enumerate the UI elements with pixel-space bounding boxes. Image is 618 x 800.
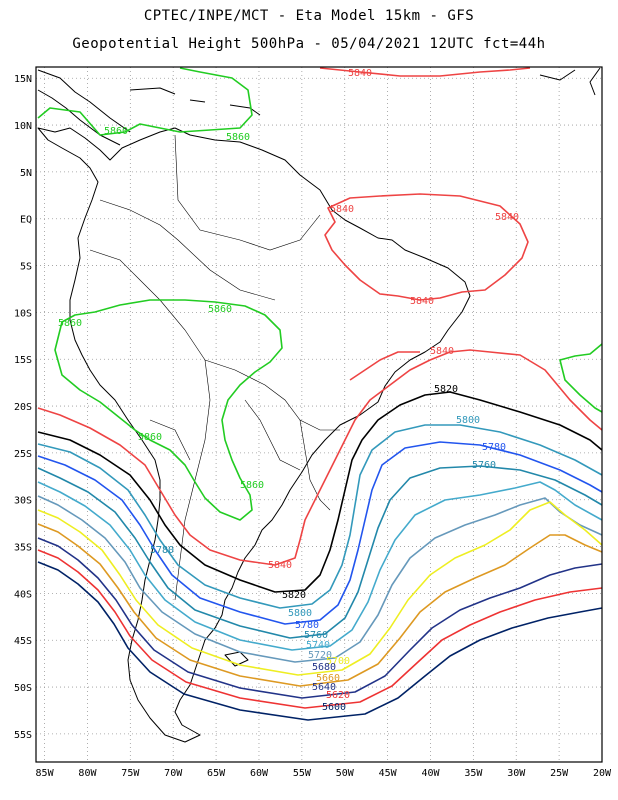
label-5640-s: 5640 [312, 682, 336, 693]
label-5820-a: 5820 [434, 384, 458, 395]
lat-tick-label: 55S [14, 730, 32, 741]
lon-tick-label: 25W [550, 768, 569, 779]
label-5840-s: 5840 [268, 560, 292, 571]
central-america-coast [37, 69, 131, 146]
lat-tick-label: 20S [14, 402, 32, 413]
lon-tick-label: 80W [78, 768, 97, 779]
label-5620-s: 5620 [326, 690, 350, 701]
lon-tick-label: 40W [421, 768, 440, 779]
lat-tick-label: 35S [14, 543, 32, 554]
lat-tick-label: 5N [20, 168, 32, 179]
lat-tick-label: 25S [14, 449, 32, 460]
label-5720-s: 5720 [308, 650, 332, 661]
longitude-labels: 85W 80W 75W 70W 65W 60W 55W 50W 45W 40W 35W 30W 25W 2… [36, 768, 612, 779]
label-5840-eq2: 5840 [495, 212, 519, 223]
lat-tick-label: 10N [14, 121, 32, 132]
label-5780-w: 5780 [150, 545, 174, 556]
contour-5760 [37, 465, 603, 639]
contour-5720 [37, 495, 603, 663]
contour-5780 [37, 441, 603, 625]
label-5860-d: 5860 [58, 318, 82, 329]
contour-5600 [37, 561, 603, 721]
label-5600-s: 5600 [322, 702, 346, 713]
lat-tick-label: 40S [14, 589, 32, 600]
label-5780-a: 5780 [482, 442, 506, 453]
lat-tick-label: EQ [20, 215, 32, 226]
country-borders [89, 134, 340, 601]
lat-tick-label: 45S [14, 636, 32, 647]
label-5840-se: 5840 [430, 346, 454, 357]
contour-5860-east [559, 343, 603, 413]
geopotential-contours [37, 67, 603, 721]
contour-5640 [37, 537, 603, 699]
lat-tick-label: 15S [14, 355, 32, 366]
africa-coast [589, 67, 601, 96]
contour-5840-equator [324, 193, 529, 301]
lon-tick-label: 20W [593, 768, 612, 779]
lon-tick-label: 60W [250, 768, 269, 779]
label-5840-top: 5840 [348, 68, 372, 79]
caribbean-islands [129, 69, 576, 116]
contour-5860-central [54, 299, 283, 521]
label-5680-s: 5680 [312, 662, 336, 673]
label-5840-ne: 5840 [410, 296, 434, 307]
lon-tick-label: 65W [207, 768, 226, 779]
south-america-coast [37, 127, 471, 743]
label-5860-c: 5860 [208, 304, 232, 315]
lat-tick-label: 10S [14, 308, 32, 319]
map-frame [35, 66, 603, 763]
label-5860-a: 5860 [104, 126, 128, 137]
lon-tick-label: 30W [507, 768, 526, 779]
label-5760-s: 5760 [304, 630, 328, 641]
label-5860-f: 5860 [240, 480, 264, 491]
coastlines [37, 67, 601, 743]
label-5660-s: 5660 [316, 673, 340, 684]
contour-5840-south-america [37, 349, 603, 566]
contour-5620 [37, 549, 603, 709]
label-5760-a: 5760 [472, 460, 496, 471]
lon-tick-label: 35W [464, 768, 483, 779]
contour-5800 [37, 424, 603, 609]
border-lines [89, 134, 340, 601]
latitude-labels: 15N 10N 5N EQ 5S 10S 15S 20S 25S 30S 35S 40S 45S 50S 5… [14, 74, 32, 741]
lat-tick-label: 30S [14, 496, 32, 507]
label-5820-s: 5820 [282, 590, 306, 601]
lat-tick-label: 5S [20, 262, 32, 273]
lon-tick-label: 75W [121, 768, 140, 779]
label-5800-a: 5800 [456, 415, 480, 426]
lon-tick-label: 45W [379, 768, 398, 779]
label-5800-s: 5800 [288, 608, 312, 619]
lon-tick-label: 55W [293, 768, 312, 779]
label-5860-b: 5860 [226, 132, 250, 143]
contour-5700 [37, 501, 603, 676]
contour-5740 [37, 481, 603, 651]
contour-labels: 5840 5860 5860 5840 5840 5860 5860 5840 … [58, 68, 519, 713]
label-5860-e: 5860 [138, 432, 162, 443]
lon-tick-label: 50W [336, 768, 355, 779]
label-5700-s: 5700 [326, 656, 350, 667]
contour-5860-north [37, 67, 253, 136]
contour-5840-north [319, 67, 531, 77]
chart-subtitle: Geopotential Height 500hPa - 05/04/2021 … [72, 36, 546, 52]
contour-5820 [37, 391, 603, 593]
label-5780-s: 5780 [295, 620, 319, 631]
lon-tick-label: 85W [36, 768, 55, 779]
contour-5680 [37, 523, 603, 687]
lat-tick-label: 50S [14, 683, 32, 694]
lat-tick-label: 15N [14, 74, 32, 85]
lon-tick-label: 70W [164, 768, 183, 779]
label-5840-eq: 5840 [330, 204, 354, 215]
label-5740-s: 5740 [306, 640, 330, 651]
chart-title: CPTEC/INPE/MCT - Eta Model 15km - GFS [143, 8, 475, 24]
